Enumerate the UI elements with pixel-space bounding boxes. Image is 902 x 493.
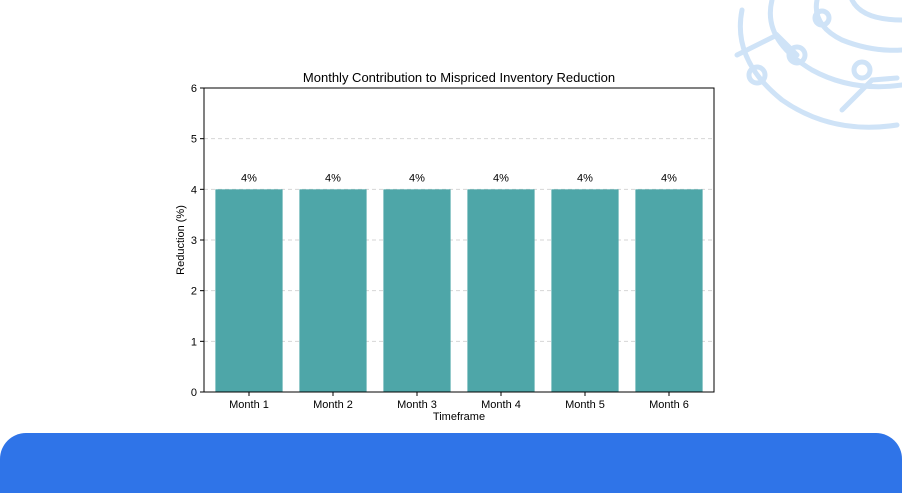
y-tick-label: 1 <box>191 336 197 348</box>
y-tick-label: 3 <box>191 235 197 247</box>
x-axis: Month 1 Month 2 Month 3 Month 4 Month 5 Month… <box>229 392 689 411</box>
chart-title: Monthly Contribution to Mispriced Invent… <box>303 70 615 85</box>
x-tick-label: Month 2 <box>313 399 353 411</box>
y-tick-label: 5 <box>191 134 197 146</box>
y-axis-label: Reduction (%) <box>175 205 187 275</box>
bar-data-label: 4% <box>661 172 677 184</box>
bar-data-label: 4% <box>577 172 593 184</box>
y-tick-label: 0 <box>191 387 197 399</box>
bar <box>467 189 535 392</box>
bar-chart: Monthly Contribution to Mispriced Invent… <box>175 70 715 423</box>
y-tick-label: 6 <box>191 83 197 95</box>
x-axis-label: Timeframe <box>433 411 485 423</box>
bar-data-label: 4% <box>325 172 341 184</box>
bars: 4% 4% 4% 4% 4% 4% <box>215 172 703 392</box>
bar <box>635 189 703 392</box>
circuit-globe-icon <box>734 0 902 130</box>
bar-data-label: 4% <box>409 172 425 184</box>
bar <box>215 189 283 392</box>
y-axis: 0 1 2 3 4 5 6 <box>191 83 204 399</box>
y-tick-label: 4 <box>191 184 197 196</box>
bar-data-label: 4% <box>493 172 509 184</box>
x-tick-label: Month 1 <box>229 399 269 411</box>
bar <box>551 189 619 392</box>
x-tick-label: Month 6 <box>649 399 689 411</box>
bar <box>299 189 367 392</box>
y-tick-label: 2 <box>191 286 197 298</box>
bar <box>383 189 451 392</box>
x-tick-label: Month 3 <box>397 399 437 411</box>
x-tick-label: Month 5 <box>565 399 605 411</box>
footer-band <box>0 433 902 493</box>
x-tick-label: Month 4 <box>481 399 521 411</box>
bar-data-label: 4% <box>241 172 257 184</box>
